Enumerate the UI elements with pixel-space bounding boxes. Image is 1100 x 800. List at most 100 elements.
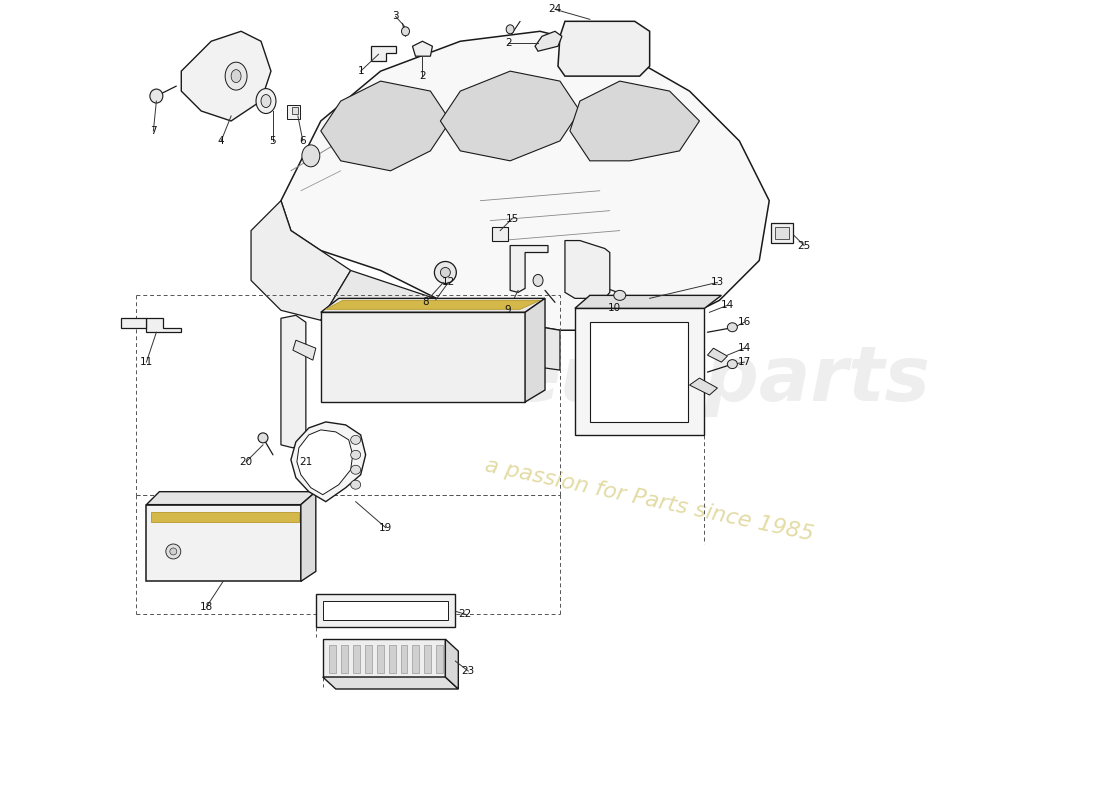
Bar [492,226,508,241]
Polygon shape [371,46,396,61]
Polygon shape [322,639,446,677]
Bar [776,226,789,238]
Polygon shape [690,378,717,395]
Text: 4: 4 [218,136,224,146]
Bar [400,645,407,673]
Polygon shape [321,312,525,402]
Polygon shape [321,81,450,170]
Text: 25: 25 [798,241,811,250]
Polygon shape [510,246,548,292]
Polygon shape [146,492,316,505]
Text: 10: 10 [608,303,622,314]
Ellipse shape [351,466,361,474]
Polygon shape [280,31,769,330]
Text: 6: 6 [299,136,306,146]
Ellipse shape [534,274,543,286]
Bar [771,222,793,242]
Bar [364,645,372,673]
Text: 14: 14 [738,343,751,353]
Polygon shape [293,340,316,360]
Polygon shape [326,300,540,310]
Polygon shape [446,639,459,689]
Text: 16: 16 [738,318,751,327]
Ellipse shape [150,89,163,103]
Text: 1: 1 [358,66,364,76]
Bar [287,105,300,119]
Polygon shape [321,298,544,312]
Text: 2: 2 [505,38,512,48]
Polygon shape [182,31,271,121]
Polygon shape [251,201,351,320]
Polygon shape [570,81,700,161]
Bar [437,645,443,673]
Polygon shape [121,318,146,328]
Bar [341,645,348,673]
Ellipse shape [258,433,268,443]
Polygon shape [535,31,562,51]
Polygon shape [707,348,727,362]
Polygon shape [575,295,722,308]
Ellipse shape [402,27,409,36]
Ellipse shape [727,322,737,332]
Ellipse shape [727,360,737,369]
Bar [292,107,298,114]
Polygon shape [290,422,365,502]
Ellipse shape [166,544,180,559]
Ellipse shape [256,89,276,114]
Ellipse shape [169,548,177,555]
Bar [376,645,384,673]
Text: europarts: europarts [508,343,931,417]
Text: 13: 13 [711,278,724,287]
Bar [388,645,396,673]
Ellipse shape [440,267,450,278]
Bar [353,645,360,673]
Polygon shape [280,315,306,448]
Polygon shape [590,322,688,422]
Text: 21: 21 [299,457,312,466]
Polygon shape [412,42,432,56]
Ellipse shape [506,25,514,34]
Text: 5: 5 [270,136,276,146]
Polygon shape [301,492,316,582]
Polygon shape [322,602,449,620]
Text: 3: 3 [393,11,399,22]
Text: 7: 7 [150,126,156,136]
Ellipse shape [301,145,320,167]
Polygon shape [146,318,182,332]
Text: 24: 24 [549,4,562,14]
Text: 20: 20 [240,457,253,466]
Bar [412,645,419,673]
Polygon shape [297,430,353,494]
Ellipse shape [231,70,241,82]
Text: 8: 8 [422,298,429,307]
Text: 19: 19 [378,522,393,533]
Polygon shape [322,677,459,689]
Ellipse shape [614,290,626,300]
Ellipse shape [434,262,456,283]
Polygon shape [525,298,544,402]
Ellipse shape [261,94,271,107]
Text: a passion for Parts since 1985: a passion for Parts since 1985 [483,455,816,544]
Text: 22: 22 [459,610,472,619]
Text: 12: 12 [442,278,455,287]
Text: 15: 15 [506,214,519,224]
Bar [329,645,336,673]
Polygon shape [575,308,704,435]
Bar [425,645,431,673]
Polygon shape [316,594,455,627]
Text: 18: 18 [199,602,212,612]
Text: 2: 2 [419,71,426,81]
Polygon shape [152,512,299,522]
Polygon shape [146,505,301,582]
Ellipse shape [351,450,361,459]
Polygon shape [558,22,650,76]
Polygon shape [565,241,609,298]
Text: 11: 11 [140,357,153,367]
Text: 14: 14 [720,300,734,310]
Ellipse shape [226,62,248,90]
Polygon shape [440,71,580,161]
Ellipse shape [351,435,361,444]
Ellipse shape [351,480,361,489]
Text: 23: 23 [462,666,475,676]
Text: 17: 17 [738,357,751,367]
